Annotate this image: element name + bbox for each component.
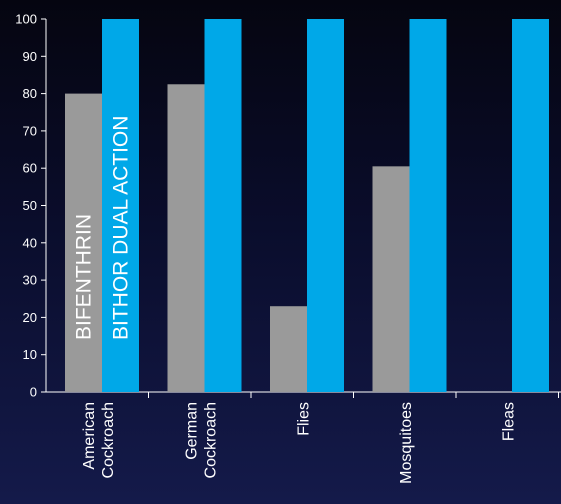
y-tick-label: 40: [23, 235, 37, 250]
y-tick-label: 70: [23, 123, 37, 138]
x-category-label: Fleas: [500, 402, 517, 441]
x-category-label: Mosquitoes: [398, 402, 415, 484]
bar-bifenthrin-1: [167, 84, 205, 393]
bar-bifenthrin-0: [65, 93, 102, 392]
x-category-label: German Cockroach: [183, 402, 219, 478]
bars: [65, 19, 549, 393]
series-label-bithor: BITHOR DUAL ACTION: [110, 116, 133, 340]
y-tick-label: 20: [23, 310, 37, 325]
y-tick-label: 80: [23, 86, 37, 101]
bar-bifenthrin-2: [270, 306, 307, 392]
y-tick-label: 100: [15, 12, 37, 27]
x-category-label-line: Flies: [295, 402, 312, 436]
bar-bithor-2: [307, 19, 344, 392]
y-tick-label: 90: [23, 49, 37, 64]
y-axis: 0 10 20 30 40 50 60 70 80 90 100: [15, 12, 47, 400]
y-tick-label: 50: [23, 198, 37, 213]
series-labels: BIFENTHRIN BITHOR DUAL ACTION: [73, 116, 133, 340]
y-tick-label: 30: [23, 273, 37, 288]
x-category-label: American Cockroach: [81, 402, 117, 478]
bar-bithor-3: [409, 19, 447, 392]
x-category-label-line: Fleas: [500, 402, 517, 441]
bar-bifenthrin-3: [372, 166, 410, 392]
bar-bithor-0: [102, 19, 139, 392]
y-tick-label: 0: [30, 385, 37, 400]
x-category-label-line: Cockroach: [202, 402, 219, 478]
x-category-label-line: American: [81, 402, 98, 470]
x-axis: American Cockroach German Cockroach Flies Mos…: [46, 391, 561, 484]
x-category-label: Flies: [295, 402, 312, 436]
bar-bithor-1: [204, 19, 242, 392]
bar-bithor-4: [512, 19, 549, 392]
y-tick-label: 10: [23, 347, 37, 362]
series-label-bifenthrin: BIFENTHRIN: [73, 214, 96, 340]
x-category-label-line: German: [183, 402, 200, 460]
y-tick-label: 60: [23, 161, 37, 176]
x-category-label-line: Mosquitoes: [398, 402, 415, 484]
x-category-label-line: Cockroach: [100, 402, 117, 478]
